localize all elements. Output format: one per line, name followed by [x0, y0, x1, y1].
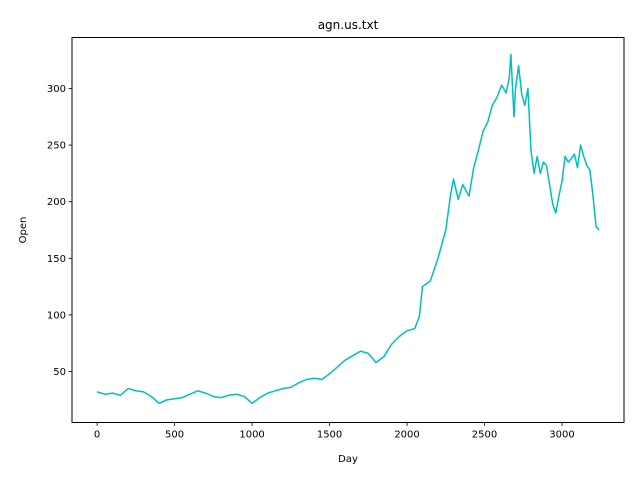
- x-tick-label: 2500: [472, 430, 497, 441]
- x-tick-label: 1000: [239, 430, 264, 441]
- y-tick-label: 150: [47, 254, 66, 265]
- x-axis-label: Day: [338, 454, 358, 465]
- x-tick-label: 500: [165, 430, 184, 441]
- series-line-0: [96, 53, 600, 405]
- y-tick-label: 250: [47, 141, 66, 152]
- x-tick-label: 1500: [317, 430, 342, 441]
- chart-title: agn.us.txt: [318, 18, 379, 32]
- x-tick-label: 3000: [549, 430, 574, 441]
- y-tick-label: 200: [47, 197, 66, 208]
- plot-frame: [71, 37, 625, 423]
- y-tick-label: 50: [53, 367, 66, 378]
- y-tick-label: 100: [47, 310, 66, 321]
- y-tick-label: 300: [47, 84, 66, 95]
- x-tick-label: 2000: [394, 430, 419, 441]
- y-axis: 50 100 150 200 250 300: [47, 84, 72, 378]
- y-axis-label: Open: [18, 217, 29, 244]
- x-axis: 0 500 1000 1500 2000 2500 3000: [94, 422, 575, 441]
- x-tick-label: 0: [94, 430, 100, 441]
- plot-area: [96, 53, 600, 405]
